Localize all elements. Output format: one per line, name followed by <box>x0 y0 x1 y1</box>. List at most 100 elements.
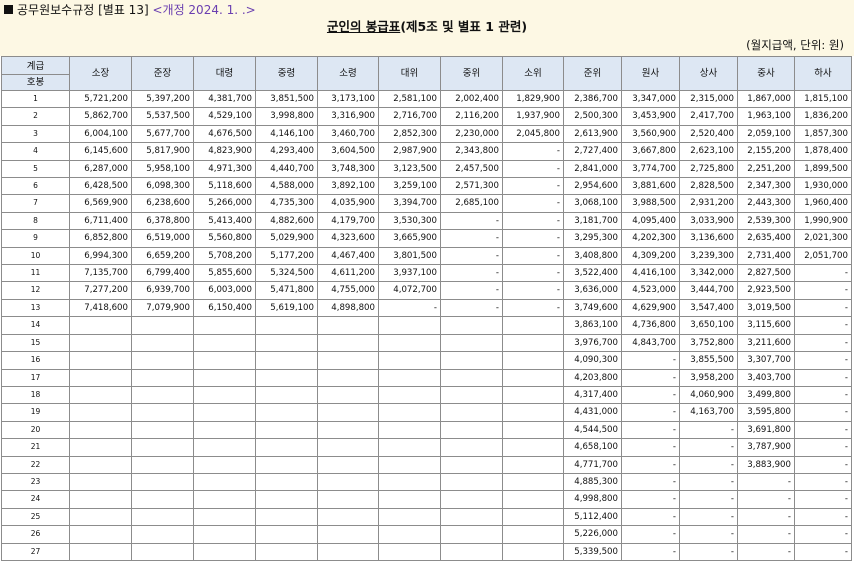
table-row: 13 7,418,600 7,079,900 6,150,400 5,619,100 4,… <box>1 298 852 318</box>
table-row: 24 4,998,800- - - - <box>1 490 852 509</box>
salary-cell: 2,386,700 <box>563 89 622 109</box>
salary-cell: - <box>502 194 564 213</box>
salary-cell: 2,500,300 <box>563 107 622 126</box>
salary-cell: 3,691,800 <box>737 420 795 440</box>
salary-cell <box>69 403 132 422</box>
step-cell: 23 <box>1 472 70 492</box>
salary-cell: 3,988,500 <box>621 194 680 213</box>
column-header: 대위 <box>378 56 441 91</box>
salary-cell: 5,177,200 <box>255 246 318 266</box>
salary-cell: 4,735,300 <box>255 194 318 213</box>
salary-cell: 4,898,800 <box>317 298 379 318</box>
salary-cell: 3,444,700 <box>679 281 738 300</box>
salary-cell: 2,635,400 <box>737 229 795 248</box>
salary-cell: 2,230,000 <box>440 124 503 144</box>
salary-cell: 6,428,500 <box>69 177 132 196</box>
salary-cell: 7,277,200 <box>69 281 132 300</box>
salary-cell <box>378 368 441 387</box>
salary-cell: 3,650,100 <box>679 316 738 335</box>
salary-cell: 3,522,400 <box>563 264 622 283</box>
salary-cell <box>255 385 318 405</box>
salary-cell: 6,799,400 <box>131 264 194 283</box>
salary-cell: 1,990,900 <box>794 211 852 231</box>
salary-cell: 6,145,600 <box>69 142 132 161</box>
salary-cell: 3,881,600 <box>621 177 680 196</box>
salary-cell <box>440 455 503 474</box>
salary-cell: 3,787,900 <box>737 438 795 457</box>
salary-cell <box>502 525 564 544</box>
table-row: 18 4,317,400-4,060,900 3,499,800- <box>1 385 852 405</box>
salary-cell: 2,581,100 <box>378 89 441 109</box>
salary-cell: 3,748,300 <box>317 159 379 179</box>
salary-cell: 6,569,900 <box>69 194 132 213</box>
salary-cell: 4,658,100 <box>563 438 622 457</box>
salary-cell: 5,397,200 <box>131 89 194 109</box>
salary-cell: 1,878,400 <box>794 142 852 161</box>
salary-cell: 5,817,900 <box>131 142 194 161</box>
salary-cell: 1,867,000 <box>737 89 795 109</box>
column-header: 하사 <box>794 56 852 91</box>
salary-cell: - <box>679 542 738 561</box>
salary-cell <box>69 472 132 492</box>
salary-cell: 3,136,600 <box>679 229 738 248</box>
salary-cell: - <box>794 525 852 544</box>
salary-cell <box>440 385 503 405</box>
salary-cell <box>440 351 503 370</box>
salary-cell <box>440 333 503 353</box>
salary-cell: 7,135,700 <box>69 264 132 283</box>
corner-step-label: 호봉 <box>26 76 45 88</box>
salary-cell: 1,829,900 <box>502 89 564 109</box>
salary-cell <box>131 351 194 370</box>
salary-cell <box>69 490 132 509</box>
salary-cell: 3,883,900 <box>737 455 795 474</box>
salary-cell: 4,998,800 <box>563 490 622 509</box>
salary-cell: - <box>502 246 564 266</box>
salary-cell: 2,315,000 <box>679 89 738 109</box>
step-cell: 17 <box>1 368 70 387</box>
salary-cell <box>131 385 194 405</box>
table-row: 12 7,277,200 6,939,700 6,003,000 5,471,800 4,… <box>1 281 852 300</box>
salary-cell: 5,339,500 <box>563 542 622 561</box>
table-header-row: 계급 호봉 소장 준장 대령 중령 소령 대위 중위 소위 준위 원사 상사 중사 하사 <box>1 56 852 91</box>
salary-cell: 3,347,000 <box>621 89 680 109</box>
step-cell: 20 <box>1 420 70 440</box>
table-row: 20 4,544,500- -3,691,800- <box>1 420 852 440</box>
salary-cell <box>440 525 503 544</box>
salary-cell <box>317 525 379 544</box>
salary-cell: 3,604,500 <box>317 142 379 161</box>
salary-cell: 2,827,500 <box>737 264 795 283</box>
salary-cell <box>255 490 318 509</box>
salary-cell <box>317 472 379 492</box>
salary-cell <box>378 385 441 405</box>
salary-cell: - <box>794 368 852 387</box>
table-row: 21 4,658,100- -3,787,900- <box>1 438 852 457</box>
salary-cell: 3,307,700 <box>737 351 795 370</box>
salary-cell <box>502 542 564 561</box>
salary-cell: 2,417,700 <box>679 107 738 126</box>
salary-cell <box>502 455 564 474</box>
salary-cell: 4,293,400 <box>255 142 318 161</box>
salary-cell: 4,095,400 <box>621 211 680 231</box>
salary-cell <box>502 368 564 387</box>
salary-cell: 6,939,700 <box>131 281 194 300</box>
salary-cell: 4,163,700 <box>679 403 738 422</box>
salary-cell <box>378 507 441 527</box>
salary-cell: 3,259,100 <box>378 177 441 196</box>
salary-cell: 4,467,400 <box>317 246 379 266</box>
salary-cell <box>193 351 256 370</box>
salary-cell: - <box>502 159 564 179</box>
salary-cell: - <box>794 264 852 283</box>
salary-cell: 5,226,000 <box>563 525 622 544</box>
salary-cell: 4,771,700 <box>563 455 622 474</box>
regulation-line: 공무원보수규정 [별표 13] <개정 2024. 1. .> <box>4 2 256 18</box>
salary-cell: 5,862,700 <box>69 107 132 126</box>
salary-cell <box>502 333 564 353</box>
salary-cell: 4,202,300 <box>621 229 680 248</box>
column-header: 소령 <box>317 56 379 91</box>
salary-cell: 4,823,900 <box>193 142 256 161</box>
column-header: 소위 <box>502 56 564 91</box>
salary-cell: 2,051,700 <box>794 246 852 266</box>
salary-cell <box>255 333 318 353</box>
salary-cell <box>502 472 564 492</box>
salary-cell: - <box>440 246 503 266</box>
